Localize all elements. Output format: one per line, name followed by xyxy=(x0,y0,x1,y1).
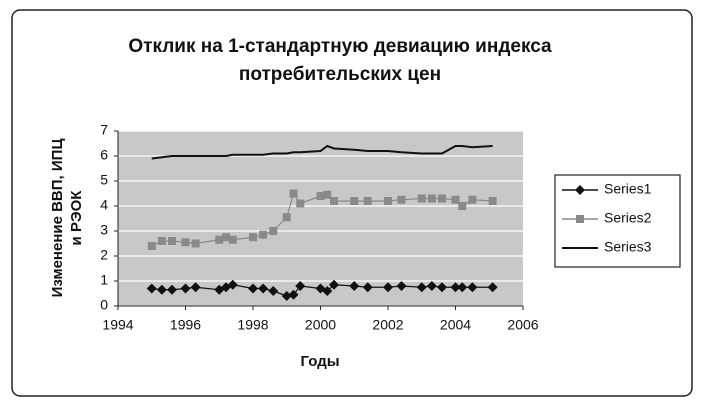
x-tick-label: 1998 xyxy=(237,317,268,333)
data-point xyxy=(289,189,298,198)
data-point xyxy=(383,282,393,293)
data-point xyxy=(181,238,190,247)
data-point xyxy=(228,235,237,244)
data-point xyxy=(168,237,176,245)
data-point xyxy=(322,286,333,296)
legend-marker xyxy=(576,215,584,223)
y-tick-label: 6 xyxy=(100,147,108,163)
data-point xyxy=(467,282,478,293)
x-tick-label: 2002 xyxy=(372,317,403,333)
data-point xyxy=(350,197,359,205)
data-point xyxy=(329,279,339,290)
data-point xyxy=(457,282,468,293)
data-point xyxy=(248,283,258,294)
data-point xyxy=(396,281,407,291)
data-point xyxy=(227,279,238,290)
x-axis-label: Годы xyxy=(300,353,339,370)
data-point xyxy=(281,291,292,301)
plot-area xyxy=(118,131,523,306)
y-tick-label: 5 xyxy=(100,172,108,188)
y-axis-label-group: Изменение ВВП, ИПЦ и РЭОК xyxy=(49,139,85,298)
data-point xyxy=(282,213,291,222)
data-point xyxy=(295,281,306,291)
y-tick-label: 7 xyxy=(100,122,108,138)
x-tick-label: 1996 xyxy=(170,317,201,333)
data-point xyxy=(451,195,460,204)
data-point xyxy=(190,282,201,293)
data-point xyxy=(450,282,461,293)
data-point xyxy=(323,190,332,199)
data-point xyxy=(147,242,156,250)
x-tick-label: 2006 xyxy=(507,317,538,333)
data-point xyxy=(167,284,177,295)
data-point xyxy=(157,237,166,245)
legend-label: Series2 xyxy=(604,210,652,226)
data-point xyxy=(427,194,436,203)
data-point xyxy=(215,235,224,244)
data-point xyxy=(156,284,167,295)
data-point xyxy=(249,233,257,242)
data-point xyxy=(384,197,392,205)
data-point xyxy=(330,197,338,205)
data-point xyxy=(268,286,279,296)
data-point xyxy=(487,282,498,293)
x-tick-label: 1994 xyxy=(102,317,133,333)
data-point xyxy=(437,282,447,293)
data-point xyxy=(438,194,446,203)
series-line xyxy=(151,192,493,247)
data-point xyxy=(269,227,278,235)
legend-label: Series3 xyxy=(604,239,652,255)
data-point xyxy=(458,202,467,210)
data-point xyxy=(180,283,191,294)
y-tick-label: 0 xyxy=(100,297,108,313)
x-tick-label: 2000 xyxy=(305,317,336,333)
data-point xyxy=(417,194,426,203)
data-point xyxy=(397,195,406,204)
y-tick-label: 3 xyxy=(100,222,108,238)
data-point xyxy=(416,282,427,293)
data-point xyxy=(222,233,230,242)
series-line xyxy=(151,284,493,297)
data-point xyxy=(363,197,372,205)
y-tick-label: 2 xyxy=(100,247,108,263)
data-point xyxy=(288,289,299,300)
data-point xyxy=(296,199,305,208)
data-point xyxy=(146,283,157,294)
data-point xyxy=(349,281,360,291)
data-point xyxy=(259,230,268,239)
data-point xyxy=(362,282,373,293)
legend-marker xyxy=(575,185,585,195)
y-tick-label: 1 xyxy=(100,272,108,288)
y-tick-label: 4 xyxy=(100,197,108,213)
y-axis-label: Изменение ВВП, ИПЦ xyxy=(49,139,66,298)
x-tick-label: 2004 xyxy=(440,317,471,333)
legend-label: Series1 xyxy=(604,181,652,197)
data-point xyxy=(191,239,200,248)
data-point xyxy=(316,192,325,200)
data-point xyxy=(468,195,477,204)
y-axis-label: и РЭОК xyxy=(68,190,85,246)
data-point xyxy=(426,281,437,291)
chart-title: Отклик на 1-стандартную девиацию индекса xyxy=(128,36,552,57)
data-point xyxy=(488,197,497,205)
chart-title: потребительских цен xyxy=(239,64,441,85)
data-point xyxy=(258,283,269,294)
series-line xyxy=(151,144,493,160)
